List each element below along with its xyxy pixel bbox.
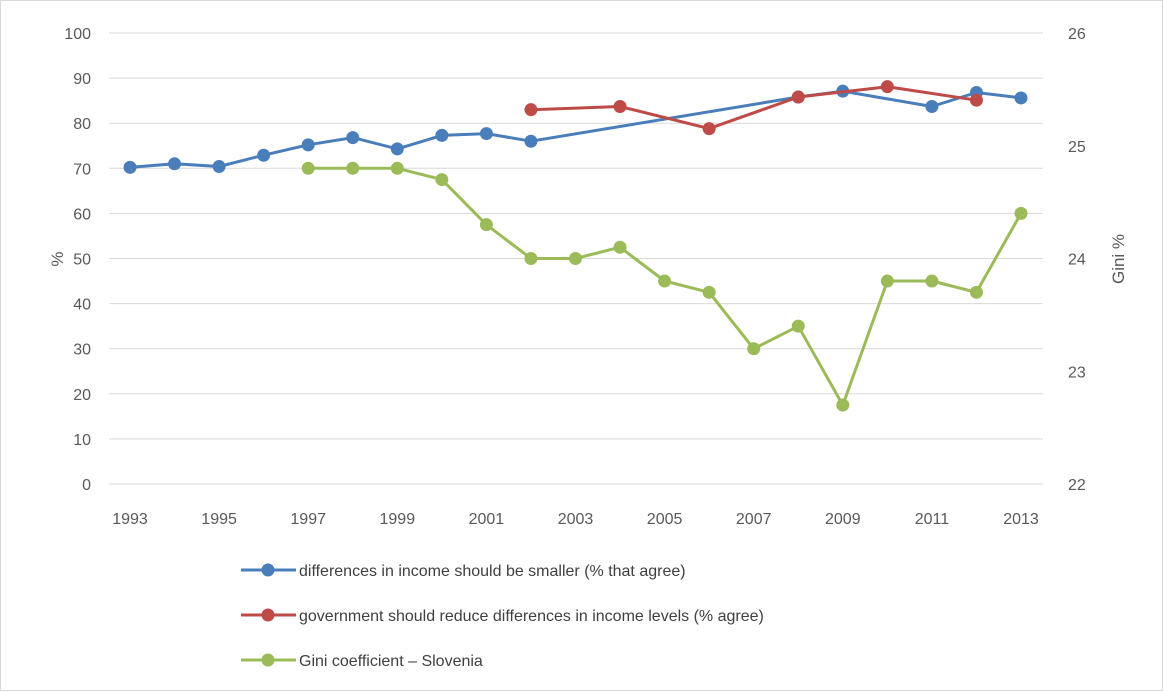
data-point-series-1	[479, 127, 493, 141]
x-tick-label: 2005	[647, 511, 683, 528]
y-left-tick-label: 60	[73, 206, 91, 223]
data-point-series-2	[613, 100, 627, 114]
data-point-series-1	[390, 142, 404, 156]
data-point-series-1	[435, 128, 449, 142]
data-point-series-3	[1014, 206, 1028, 220]
y-left-tick-label: 0	[82, 477, 91, 494]
y-left-axis-title: %	[48, 251, 67, 266]
x-tick-label: 2007	[736, 511, 772, 528]
y-left-tick-label: 80	[73, 116, 91, 133]
data-point-series-3	[836, 398, 850, 412]
data-point-series-1	[1014, 91, 1028, 105]
y-right-axis-title: Gini %	[1109, 234, 1128, 284]
y-right-tick-label: 25	[1068, 139, 1086, 156]
x-tick-label: 2003	[558, 511, 594, 528]
y-right-tick-label: 24	[1068, 252, 1086, 269]
x-tick-label: 1995	[201, 511, 237, 528]
y-left-tick-label: 100	[64, 26, 91, 43]
x-tick-label: 1999	[380, 511, 416, 528]
data-point-series-2	[880, 80, 894, 94]
legend-label-1: differences in income should be smaller …	[299, 563, 686, 580]
legend-marker-3	[261, 653, 275, 667]
series-line-2	[529, 85, 978, 131]
legend-label-3: Gini coefficient – Slovenia	[299, 653, 483, 670]
data-point-series-1	[301, 138, 315, 152]
y-left-tick-label: 10	[73, 432, 91, 449]
data-point-series-3	[569, 252, 582, 265]
data-point-series-3	[346, 161, 360, 175]
x-tick-label: 1997	[290, 511, 326, 528]
x-tick-label: 2001	[469, 511, 505, 528]
x-tick-label: 1993	[112, 511, 148, 528]
data-point-series-3	[925, 274, 939, 288]
data-point-series-3	[435, 173, 449, 187]
y-left-tick-label: 40	[73, 297, 91, 314]
x-tick-label: 2011	[915, 511, 950, 528]
y-left-tick-label: 90	[73, 71, 91, 88]
x-tick-label: 2013	[1003, 511, 1039, 528]
data-point-series-1	[346, 131, 360, 145]
y-left-tick-label: 30	[73, 342, 91, 359]
data-point-series-1	[257, 148, 271, 162]
data-point-series-1	[925, 100, 939, 114]
data-point-series-2	[702, 122, 716, 136]
y-left-tick-label: 50	[73, 252, 91, 269]
data-point-series-3	[524, 252, 538, 265]
data-point-series-3	[747, 342, 761, 356]
data-point-series-1	[524, 134, 538, 148]
data-point-series-3	[301, 161, 315, 175]
data-point-series-1	[168, 157, 182, 171]
y-left-tick-label: 70	[73, 161, 91, 178]
data-point-series-3	[791, 319, 805, 333]
data-point-series-3	[702, 285, 716, 299]
legend-marker-1	[261, 563, 275, 577]
data-point-series-3	[613, 240, 627, 254]
y-left-tick-label: 20	[73, 387, 91, 404]
data-point-series-2	[524, 103, 538, 117]
data-point-series-3	[390, 161, 404, 175]
legend-label-2: government should reduce differences in …	[299, 608, 764, 625]
data-point-series-3	[479, 218, 493, 232]
data-point-series-3	[969, 285, 983, 299]
x-tick-label: 2009	[825, 511, 861, 528]
data-point-series-3	[880, 274, 894, 288]
data-point-series-1	[212, 159, 226, 173]
data-point-series-3	[658, 274, 672, 288]
data-point-series-2	[969, 93, 983, 107]
y-right-tick-label: 22	[1068, 477, 1086, 494]
data-point-series-1	[123, 160, 137, 174]
y-right-tick-label: 23	[1068, 364, 1086, 381]
legend-marker-2	[261, 608, 275, 622]
data-point-series-2	[791, 90, 805, 104]
y-right-tick-label: 26	[1068, 26, 1086, 43]
